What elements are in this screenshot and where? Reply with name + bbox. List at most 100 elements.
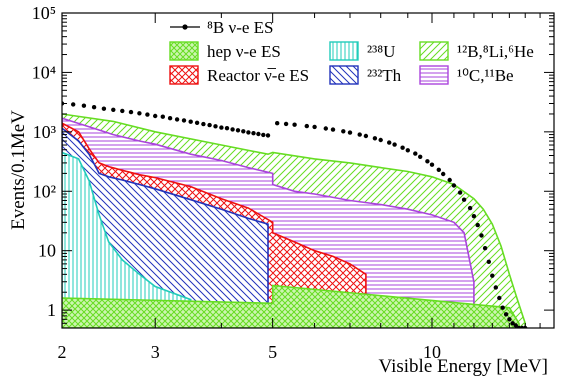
b8-point — [507, 317, 512, 322]
legend-label-u238: ²³⁸U — [367, 42, 395, 61]
legend-label-reactor: Reactor ν̅-e ES — [207, 66, 309, 85]
b8-point — [323, 126, 328, 131]
y-axis-label: Events/0.1MeV — [8, 110, 29, 230]
b8-point — [275, 121, 280, 126]
b8-point — [213, 124, 218, 129]
b8-point — [471, 214, 477, 219]
y-tick-label: 10⁵ — [32, 3, 56, 23]
b8-point — [413, 151, 418, 156]
legend: ⁸B ν-e ES hep ν-e ES ²³⁸U ¹²B,⁸Li,⁶He Reacto… — [169, 18, 534, 85]
x-axis-label: Visible Energy [MeV] — [379, 356, 548, 377]
b8-point — [378, 137, 383, 143]
b8-point — [479, 233, 484, 238]
b8-point — [475, 222, 480, 228]
b8-point — [392, 142, 397, 147]
b8-point — [387, 140, 392, 145]
b8-point — [201, 121, 206, 127]
b8-point — [145, 112, 150, 117]
b8-point — [510, 321, 515, 326]
b8-point — [256, 131, 261, 137]
plot-frame — [61, 12, 555, 329]
y-tick-label: 10³ — [33, 122, 57, 142]
b8-point — [91, 105, 97, 110]
b8-point — [418, 154, 423, 159]
x-tick-label: 3 — [151, 342, 160, 362]
b8-point — [405, 148, 410, 153]
legend-b8-marker — [182, 24, 188, 30]
b8-point — [265, 133, 271, 138]
b8-point — [160, 114, 165, 119]
b8-point — [447, 177, 452, 183]
b8-point — [372, 136, 378, 141]
y-tick-label: 10 — [38, 241, 56, 261]
b8-point — [174, 117, 180, 122]
b8-point — [400, 145, 405, 150]
legend-label-b8: ⁸B ν-e ES — [207, 18, 274, 37]
b8-point — [429, 162, 435, 167]
b8-point — [436, 167, 441, 172]
b8-point — [486, 259, 491, 264]
legend-label-cosmo1: ¹²B,⁸Li,⁶He — [457, 42, 534, 61]
legend-swatch-th232 — [329, 65, 359, 85]
b8-point — [425, 159, 430, 164]
legend-label-hep: hep ν-e ES — [207, 42, 281, 61]
legend-swatch-cosmo1 — [419, 41, 449, 61]
y-axis: 1 10 10² 10³ 10⁴ 10⁵ — [32, 3, 554, 324]
b8-point — [292, 122, 297, 127]
legend-swatch-hep — [169, 41, 199, 61]
y-tick-label: 10⁴ — [32, 62, 56, 82]
b8-point — [500, 305, 505, 310]
b8-point — [330, 127, 336, 132]
b8-point — [513, 323, 518, 328]
b8-point — [219, 125, 224, 130]
b8-point — [283, 121, 289, 127]
y-tick-label: 1 — [47, 300, 56, 320]
stacked-areas — [62, 113, 526, 328]
b8-point — [167, 116, 173, 121]
b8-point — [241, 129, 246, 134]
legend-swatch-reactor — [169, 65, 199, 85]
x-tick-label: 10 — [423, 342, 441, 362]
b8-point — [81, 103, 87, 108]
b8-point — [235, 128, 241, 133]
b8-point — [224, 126, 230, 131]
b8-point — [188, 119, 193, 124]
b8-point — [357, 132, 362, 137]
b8-series-points — [62, 101, 528, 328]
b8-point — [261, 132, 266, 138]
b8-point — [181, 118, 187, 123]
b8-point — [304, 123, 309, 129]
b8-point — [451, 183, 457, 188]
b8-point — [194, 120, 200, 126]
b8-point — [230, 127, 235, 132]
x-tick-label: 5 — [268, 342, 277, 362]
b8-point — [251, 131, 256, 136]
b8-point — [341, 129, 346, 134]
legend-swatch-u238 — [329, 41, 359, 61]
b8-point — [101, 106, 107, 111]
b8-point — [312, 124, 317, 130]
b8-point — [71, 102, 76, 107]
b8-point — [137, 111, 142, 116]
b8-point — [246, 130, 251, 135]
b8-point — [207, 122, 212, 128]
b8-point — [111, 107, 116, 113]
b8-point — [497, 295, 502, 301]
b8-point — [347, 130, 353, 135]
b8-point — [467, 205, 473, 211]
b8-point — [120, 108, 125, 114]
b8-point — [503, 312, 509, 317]
x-tick-label: 2 — [58, 342, 67, 362]
legend-label-th232: ²³²Th — [367, 66, 402, 85]
b8-point — [153, 113, 158, 119]
b8-point — [490, 273, 495, 278]
b8-point — [493, 285, 498, 290]
legend-label-cosmo2: ¹⁰C,¹¹Be — [457, 66, 514, 85]
b8-point — [461, 197, 467, 202]
y-tick-label: 10² — [33, 181, 56, 201]
b8-point — [363, 133, 369, 139]
legend-swatch-cosmo2 — [419, 65, 449, 85]
b8-point — [441, 171, 446, 177]
b8-point — [128, 109, 134, 115]
